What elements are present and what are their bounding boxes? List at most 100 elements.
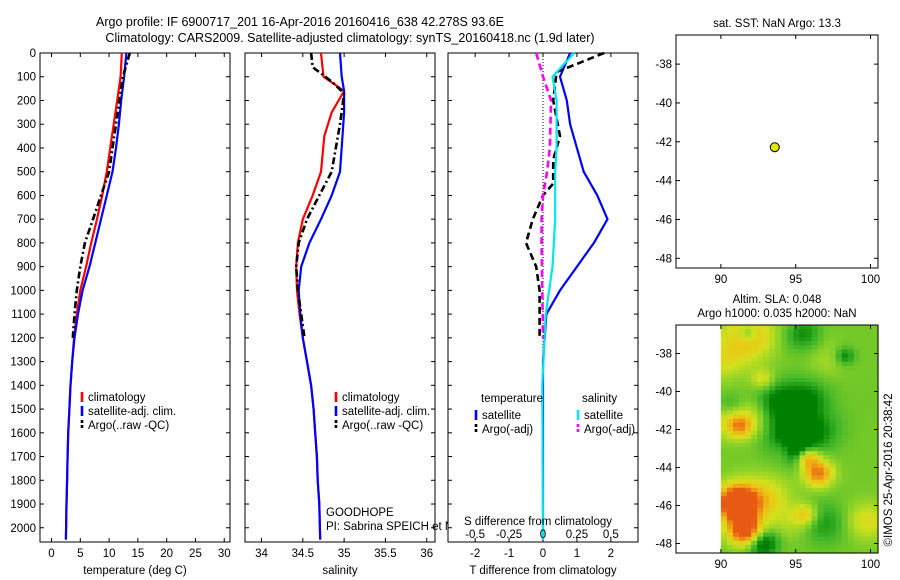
heatmap-cell — [781, 402, 788, 408]
heatmap-cell — [799, 406, 807, 412]
heatmap-cell — [841, 475, 849, 481]
heatmap-cell — [865, 426, 873, 432]
heatmap-cell — [865, 491, 873, 497]
heatmap-cell — [823, 463, 831, 469]
heatmap-cell — [799, 443, 807, 448]
heatmap-cell — [829, 406, 837, 412]
heatmap-cell — [763, 520, 770, 526]
heatmap-cell — [793, 496, 801, 501]
heatmap-cell — [745, 426, 752, 432]
heatmap-cell — [745, 479, 752, 485]
heatmap-cell — [745, 491, 752, 497]
x-tick-label: 2 — [608, 548, 614, 560]
heatmap-cell — [799, 345, 807, 351]
heatmap-cell — [853, 451, 861, 456]
heatmap-cell — [739, 333, 746, 338]
heatmap-cell — [720, 394, 728, 399]
heatmap-cell — [751, 398, 758, 403]
heatmap-cell — [769, 463, 776, 469]
heatmap-cell — [847, 443, 855, 448]
heatmap-cell — [787, 536, 794, 542]
heatmap-cell — [781, 361, 788, 367]
heatmap-cell — [763, 382, 770, 387]
heatmap-cell — [769, 479, 776, 485]
y-tick-label: -44 — [655, 176, 672, 188]
heatmap-cell — [757, 443, 764, 448]
heatmap-cell — [829, 349, 837, 355]
heatmap-cell — [726, 369, 734, 375]
heatmap-cell — [865, 386, 873, 391]
heatmap-cell — [811, 532, 819, 538]
heatmap-cell — [757, 439, 764, 444]
heatmap-cell — [732, 532, 740, 538]
heatmap-cell — [763, 447, 770, 452]
heatmap-cell — [799, 528, 807, 534]
heatmap-cell — [726, 451, 734, 456]
heatmap-cell — [726, 398, 734, 403]
heatmap-cell — [781, 377, 788, 383]
heatmap-cell — [865, 532, 873, 538]
heatmap-cell — [841, 341, 849, 346]
heatmap-cell — [763, 528, 770, 534]
heatmap-cell — [781, 467, 788, 473]
heatmap-cell — [793, 459, 801, 465]
heatmap-cell — [829, 386, 837, 391]
heatmap-cell — [799, 504, 807, 509]
heatmap-cell — [817, 463, 825, 469]
heatmap-cell — [793, 471, 801, 477]
heatmap-cell — [739, 410, 746, 416]
heatmap-cell — [732, 479, 740, 485]
y-tick-label: -48 — [655, 539, 672, 551]
heatmap-cell — [751, 353, 758, 359]
heatmap-cell — [829, 382, 837, 387]
heatmap-cell — [823, 341, 831, 346]
y-tick-label: 800 — [17, 238, 36, 250]
heatmap-cell — [769, 528, 776, 534]
heatmap-cell — [811, 394, 819, 399]
heatmap-cell — [751, 487, 758, 493]
heatmap-cell — [745, 447, 752, 452]
heatmap-cell — [835, 430, 843, 436]
heatmap-cell — [799, 430, 807, 436]
heatmap-cell — [865, 382, 873, 387]
heatmap-cell — [859, 467, 867, 473]
heatmap-cell — [865, 357, 873, 363]
heatmap-cell — [745, 544, 752, 550]
heatmap-cell — [835, 443, 843, 448]
heatmap-cell — [787, 540, 794, 546]
heatmap-cell — [817, 390, 825, 395]
heatmap-cell — [823, 333, 831, 338]
y-tick-label: -40 — [655, 387, 672, 399]
heatmap-cell — [859, 394, 867, 399]
heatmap-cell — [787, 430, 794, 436]
heatmap-cell — [847, 544, 855, 550]
heatmap-cell — [781, 447, 788, 452]
heatmap-cell — [757, 418, 764, 424]
heatmap-cell — [847, 455, 855, 460]
heatmap-cell — [781, 422, 788, 428]
heatmap-cell — [817, 451, 825, 456]
heatmap-cell — [847, 377, 855, 383]
heatmap-cell — [835, 325, 843, 330]
heatmap-cell — [769, 532, 776, 538]
heatmap-cell — [799, 459, 807, 465]
heatmap-cell — [763, 504, 770, 509]
heatmap-cell — [781, 451, 788, 456]
heatmap-cell — [817, 373, 825, 379]
heatmap-cell — [871, 418, 879, 424]
heatmap-cell — [751, 329, 758, 334]
heatmap-cell — [805, 357, 813, 363]
heatmap-cell — [859, 471, 867, 477]
heatmap-cell — [763, 443, 770, 448]
heatmap-cell — [853, 382, 861, 387]
heatmap-cell — [787, 325, 794, 330]
heatmap-cell — [775, 414, 782, 420]
heatmap-cell — [865, 451, 873, 456]
heatmap-cell — [859, 430, 867, 436]
heatmap-cell — [793, 422, 801, 428]
heatmap-cell — [805, 341, 813, 346]
heatmap-cell — [726, 402, 734, 408]
heatmap-cell — [720, 329, 728, 334]
heatmap-cell — [757, 500, 764, 505]
heatmap-cell — [745, 390, 752, 395]
